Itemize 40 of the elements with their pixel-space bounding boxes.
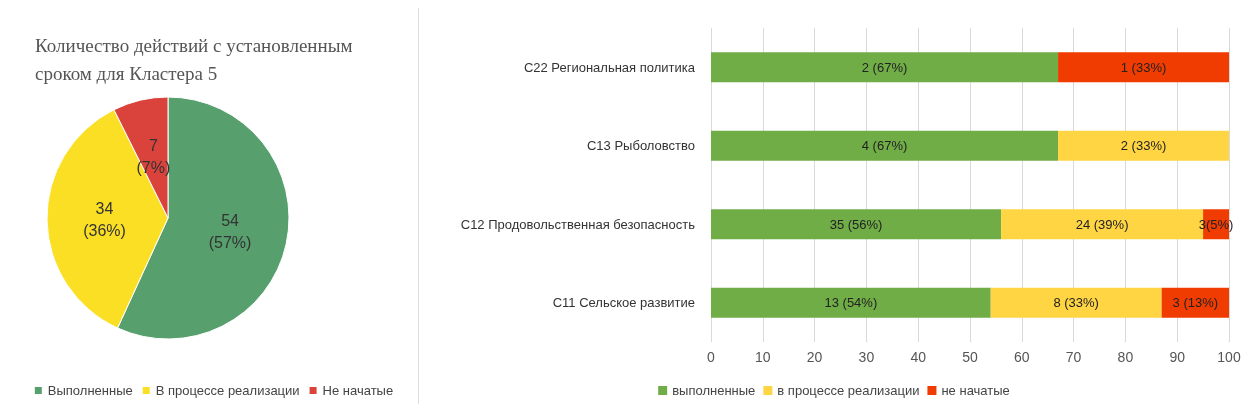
data-label: 34 (36%) bbox=[83, 199, 126, 239]
x-tick-label: 70 bbox=[1065, 349, 1082, 365]
x-tick-label: 100 bbox=[1217, 349, 1241, 365]
legend-label: Выполненные bbox=[47, 383, 133, 398]
data-label: 35 (56%) bbox=[829, 216, 883, 232]
x-tick-label: 80 bbox=[1117, 349, 1134, 365]
y-tick-label: C22 Региональная политика bbox=[523, 59, 696, 75]
data-label: 13 (54%) bbox=[824, 295, 878, 311]
legend-label: в процессе реализации bbox=[777, 383, 920, 398]
y-tick-label: C12 Продовольственная безопасность bbox=[460, 216, 696, 232]
x-tick-label: 20 bbox=[806, 349, 823, 365]
data-label: 3 (13%) bbox=[1172, 295, 1219, 311]
data-label: 1 (33%) bbox=[1120, 59, 1167, 75]
x-tick-label: 10 bbox=[755, 349, 771, 365]
data-label: 24 (39%) bbox=[1075, 216, 1129, 232]
bar bbox=[711, 52, 1059, 83]
data-label: 8 (33%) bbox=[1053, 295, 1099, 311]
legend-label: не начатые bbox=[941, 383, 1010, 398]
bar bbox=[711, 130, 1059, 161]
data-label: 2 (67%) bbox=[861, 59, 908, 75]
bar bbox=[990, 287, 1162, 318]
x-tick-label: 30 bbox=[858, 349, 875, 365]
x-tick-label: 90 bbox=[1169, 349, 1186, 365]
bar bbox=[1058, 130, 1229, 161]
legend-label: выполненные bbox=[672, 383, 756, 398]
chart-title: Количество действий с установленным сроком для Кластера 5 bbox=[35, 34, 353, 84]
legend-label: В процессе реализации bbox=[155, 383, 300, 398]
x-tick-label: 50 bbox=[962, 349, 978, 365]
bar bbox=[711, 287, 991, 318]
y-tick-label: C13 Рыболовство bbox=[586, 138, 695, 154]
bar bbox=[711, 209, 1002, 240]
x-tick-label: 0 bbox=[707, 349, 716, 365]
data-label: 54 (57%) bbox=[208, 212, 252, 252]
x-tick-label: 60 bbox=[1014, 349, 1030, 365]
legend-label: Не начатые bbox=[322, 383, 394, 398]
data-label: 2 (33%) bbox=[1120, 138, 1167, 154]
bar bbox=[1058, 52, 1229, 83]
x-tick-label: 40 bbox=[910, 349, 927, 365]
data-label: 4 (67%) bbox=[861, 138, 908, 154]
y-tick-label: C11 Сельское развитие bbox=[552, 295, 695, 311]
